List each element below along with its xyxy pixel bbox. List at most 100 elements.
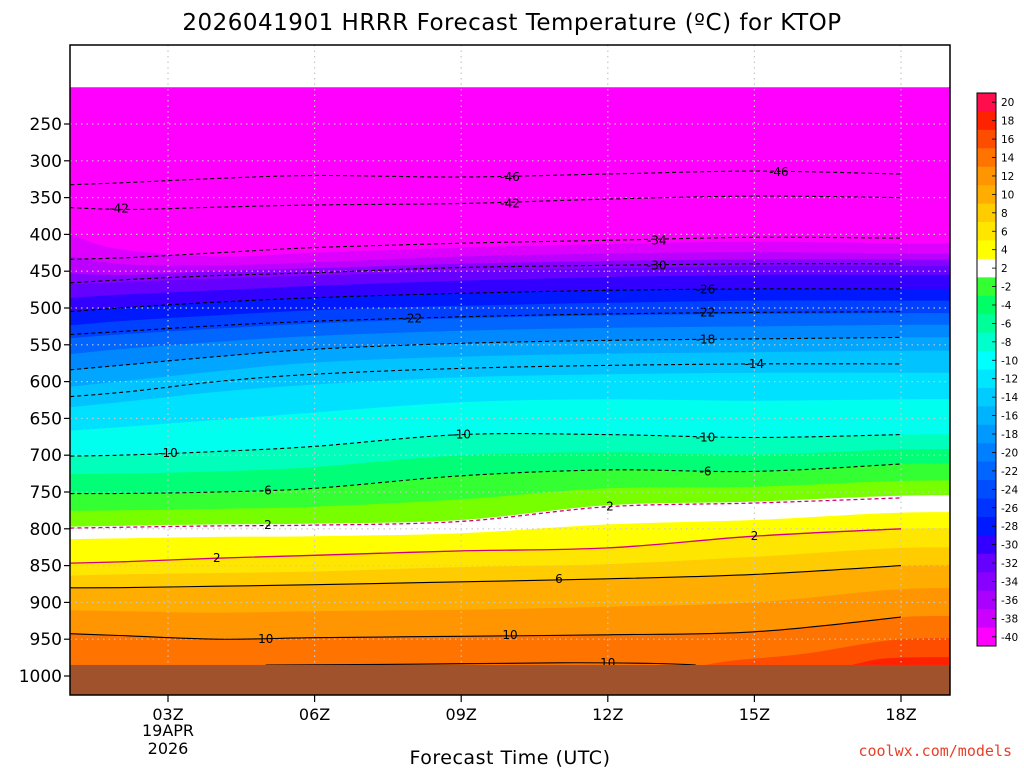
- isotherm-minus30-3: [70, 263, 902, 284]
- colorbar-swatch-12: [977, 314, 996, 334]
- colorbar-swatch-21: [977, 480, 996, 500]
- x-axis-time-ticks: 03Z 06Z 09Z 12Z 15Z 18Z: [152, 695, 917, 724]
- y-tick-label-300: 300: [30, 152, 62, 172]
- colorbar-label-25: -32: [1001, 558, 1018, 570]
- y-tick-label-950: 950: [30, 630, 62, 650]
- isotherm-label-minus10: -10: [696, 431, 716, 445]
- colorbar-swatch-6: [977, 203, 996, 223]
- colorbar-swatch-8: [977, 240, 996, 260]
- y-tick-label-600: 600: [30, 373, 62, 393]
- colorbar-label-19: -20: [1001, 447, 1018, 459]
- colorbar-swatch-24: [977, 535, 996, 555]
- y-tick-label-850: 850: [30, 557, 62, 577]
- x-tick-label-18Z: 18Z: [885, 705, 916, 724]
- colorbar-label-17: -16: [1001, 411, 1018, 423]
- y-axis-pressure-ticks: 250 300 350 400 450 500 550 600 650 700 750 800 850 9…: [19, 115, 70, 687]
- colorbar-label-15: -12: [1001, 374, 1018, 386]
- isotherm-10-13: [70, 616, 902, 640]
- isotherm-label-minus22: -22: [696, 305, 716, 319]
- isotherm-label-minus42: -42: [109, 202, 129, 216]
- colorbar-label-7: 6: [1001, 226, 1008, 238]
- colorbar-swatch-2: [977, 129, 996, 149]
- isotherm-label-minus22: -22: [403, 311, 423, 325]
- colorbar-swatch-25: [977, 553, 996, 573]
- isotherm-minus46-0: [70, 170, 902, 186]
- colorbar-label-5: 10: [1001, 189, 1014, 201]
- colorbar-label-9: 2: [1001, 263, 1008, 275]
- isotherm-contours: [70, 170, 902, 666]
- isotherm-minus10-8: [70, 433, 902, 457]
- ground-below-surface: [70, 664, 950, 695]
- isotherm-10-14: [265, 662, 696, 666]
- colorbar-swatch-10: [977, 277, 996, 297]
- colorbar-label-6: 8: [1001, 208, 1008, 220]
- y-tick-label-450: 450: [30, 262, 62, 282]
- x-date-line2: 2026: [148, 739, 189, 758]
- y-tick-label-800: 800: [30, 520, 62, 540]
- isotherm-minus26-4: [70, 288, 902, 313]
- colorbar-swatch-14: [977, 351, 996, 370]
- colorbar-frame: [976, 92, 997, 647]
- colorbar-label-16: -14: [1001, 392, 1018, 404]
- colorbar-swatch-20: [977, 461, 996, 481]
- isotherm-label-minus6: -6: [260, 484, 272, 498]
- isotherm-minus42-1: [70, 195, 902, 210]
- colorbar-swatch-27: [977, 590, 996, 610]
- x-tick-label-03Z: 03Z: [152, 705, 183, 724]
- colorbar-label-24: -30: [1001, 540, 1018, 552]
- colorbar-swatch-7: [977, 222, 996, 241]
- x-tick-label-06Z: 06Z: [299, 705, 330, 724]
- y-tick-label-700: 700: [30, 446, 62, 466]
- isotherm-minus34-2: [70, 236, 902, 260]
- colorbar-swatch-28: [977, 609, 996, 629]
- colorbar-label-14: -10: [1001, 355, 1018, 367]
- colorbar-label-2: 16: [1001, 134, 1015, 146]
- isotherm-label-minus26: -26: [696, 283, 716, 297]
- isotherm-label-minus18: -18: [696, 333, 716, 347]
- colorbar-swatch-5: [977, 185, 996, 205]
- colorbar-label-29: -40: [1001, 632, 1018, 644]
- colorbar-label-12: -6: [1001, 318, 1012, 330]
- isotherm-2-11: [70, 528, 902, 564]
- colorbar-label-22: -26: [1001, 503, 1018, 515]
- isotherm-label-2: 2: [213, 551, 221, 565]
- isotherm-minus2-10: [70, 497, 902, 529]
- colorbar-swatch-19: [977, 443, 996, 463]
- isotherm-label-minus46: -46: [769, 165, 789, 179]
- isotherm-label-minus10: -10: [158, 446, 178, 460]
- colorbar-label-1: 18: [1001, 116, 1014, 128]
- isotherm-label-6: 6: [555, 572, 563, 586]
- colorbar-label-4: 12: [1001, 171, 1014, 183]
- isotherm-label-minus2: -2: [602, 500, 614, 514]
- colorbar-swatch-17: [977, 406, 996, 426]
- y-tick-label-400: 400: [30, 225, 62, 245]
- colorbar-label-13: -8: [1001, 337, 1011, 349]
- colorbar-label-26: -34: [1001, 576, 1018, 588]
- gridlines: [70, 45, 950, 695]
- isotherm-label-2: 2: [751, 529, 759, 543]
- colorbar-label-23: -28: [1001, 521, 1018, 533]
- y-tick-label-350: 350: [30, 189, 62, 209]
- chart-title: 2026041901 HRRR Forecast Temperature (ºC…: [182, 10, 841, 36]
- x-tick-label-09Z: 09Z: [446, 705, 477, 724]
- y-tick-label-650: 650: [30, 409, 62, 429]
- colorbar-swatch-18: [977, 424, 996, 444]
- isotherm-label-10: 10: [258, 632, 273, 646]
- y-tick-label-550: 550: [30, 336, 62, 356]
- x-tick-label-15Z: 15Z: [739, 705, 770, 724]
- colorbar-label-10: -2: [1001, 282, 1011, 294]
- temperature-fill-bands: [70, 87, 950, 695]
- colorbar-legend: 20 18 16 14 12 10 8 6 4 2 -2 -4 -6 -8 -10 -12 -14 -16 -18 -…: [976, 92, 1018, 647]
- colorbar-label-27: -36: [1001, 595, 1018, 607]
- credit-text[interactable]: coolwx.com/models: [858, 742, 1012, 760]
- isotherm-label-minus34: -34: [647, 233, 667, 247]
- isotherm-labels: -46 -46-42 -42-34-30-26-22 -22-18-14-10-10-…: [109, 165, 788, 670]
- colorbar-swatch-9: [977, 258, 996, 278]
- x-date-line1: 19APR: [142, 721, 194, 740]
- x-tick-label-12Z: 12Z: [592, 705, 623, 724]
- isotherm-label-minus46: -46: [500, 170, 520, 184]
- colorbar-label-28: -38: [1001, 613, 1018, 625]
- y-tick-label-500: 500: [30, 299, 62, 319]
- colorbar-label-20: -22: [1001, 466, 1018, 478]
